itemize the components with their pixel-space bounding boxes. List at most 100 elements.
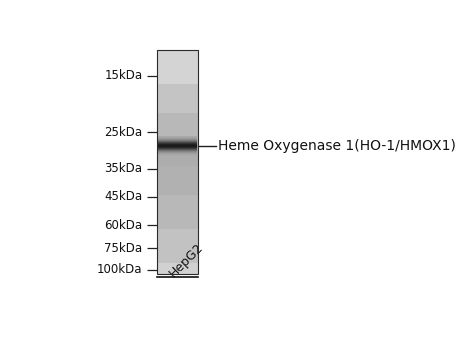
Bar xyxy=(157,90,198,91)
Bar xyxy=(157,156,198,158)
Bar xyxy=(157,267,198,268)
Bar xyxy=(157,204,198,205)
Text: 75kDa: 75kDa xyxy=(105,241,142,255)
Bar xyxy=(157,240,198,241)
Bar xyxy=(157,231,198,232)
Bar xyxy=(157,108,198,109)
Bar xyxy=(157,130,198,131)
Bar xyxy=(157,199,198,200)
Bar xyxy=(157,254,198,255)
Bar xyxy=(157,243,198,244)
Bar xyxy=(157,208,198,209)
Bar xyxy=(157,246,198,247)
Bar xyxy=(157,148,198,149)
Bar xyxy=(157,192,198,193)
Bar xyxy=(157,57,198,58)
Bar xyxy=(157,229,198,230)
Bar xyxy=(157,172,198,173)
Bar xyxy=(157,147,198,148)
Bar xyxy=(157,78,198,79)
Bar xyxy=(157,238,198,239)
Bar xyxy=(157,268,198,269)
Bar xyxy=(157,118,198,119)
Bar xyxy=(157,266,198,267)
Bar xyxy=(157,249,198,250)
Bar xyxy=(157,209,198,210)
Bar xyxy=(157,218,198,219)
Text: 35kDa: 35kDa xyxy=(105,162,142,175)
Bar xyxy=(157,152,198,153)
Bar xyxy=(157,94,198,95)
Bar xyxy=(157,225,198,226)
Bar xyxy=(157,88,198,89)
Bar xyxy=(157,120,198,122)
Bar xyxy=(157,202,198,203)
Bar xyxy=(157,180,198,181)
Bar xyxy=(157,196,198,197)
Bar xyxy=(157,237,198,238)
Bar xyxy=(157,137,198,139)
Text: 15kDa: 15kDa xyxy=(105,69,142,82)
Bar xyxy=(157,55,198,56)
Bar xyxy=(157,95,198,96)
Bar xyxy=(157,163,198,164)
Bar xyxy=(157,115,198,116)
Bar xyxy=(157,123,198,124)
Bar xyxy=(157,154,198,155)
Bar xyxy=(157,220,198,221)
Bar xyxy=(157,187,198,188)
Bar xyxy=(157,82,198,83)
Bar xyxy=(157,164,198,165)
Bar xyxy=(157,184,198,186)
Bar xyxy=(157,105,198,106)
Bar xyxy=(157,186,198,187)
Bar xyxy=(157,80,198,82)
Bar xyxy=(157,54,198,55)
Bar xyxy=(157,151,198,152)
Bar xyxy=(157,127,198,128)
Bar xyxy=(157,158,198,159)
Bar xyxy=(157,63,198,65)
Bar xyxy=(157,160,198,161)
Bar xyxy=(157,251,198,252)
Bar xyxy=(157,170,198,171)
Bar xyxy=(157,169,198,170)
Bar xyxy=(157,205,198,206)
Text: HepG2: HepG2 xyxy=(167,240,206,280)
Bar xyxy=(157,134,198,135)
Bar xyxy=(157,135,198,136)
Bar xyxy=(157,174,198,175)
Bar xyxy=(157,128,198,130)
Text: 45kDa: 45kDa xyxy=(105,190,142,203)
Bar xyxy=(157,61,198,62)
Bar xyxy=(157,226,198,227)
Bar xyxy=(157,145,198,146)
Bar xyxy=(157,241,198,243)
Bar xyxy=(157,136,198,137)
Bar xyxy=(157,106,198,107)
Bar xyxy=(157,197,198,198)
Bar xyxy=(157,166,198,168)
Bar xyxy=(157,189,198,190)
Bar xyxy=(157,60,198,61)
Bar xyxy=(157,62,198,63)
Bar xyxy=(157,100,198,101)
Bar xyxy=(157,244,198,245)
Bar xyxy=(157,140,198,141)
Bar xyxy=(157,117,198,118)
Bar xyxy=(157,96,198,97)
Bar xyxy=(157,173,198,174)
Bar xyxy=(157,51,198,52)
Bar xyxy=(157,71,198,72)
Bar xyxy=(157,228,198,229)
Bar xyxy=(157,212,198,214)
Bar xyxy=(157,86,198,87)
Bar xyxy=(157,56,198,57)
Bar xyxy=(157,70,198,71)
Bar xyxy=(157,227,198,228)
Bar xyxy=(157,216,198,217)
Bar xyxy=(157,107,198,108)
Bar xyxy=(157,247,198,248)
Bar xyxy=(157,171,198,172)
Bar xyxy=(157,149,198,151)
